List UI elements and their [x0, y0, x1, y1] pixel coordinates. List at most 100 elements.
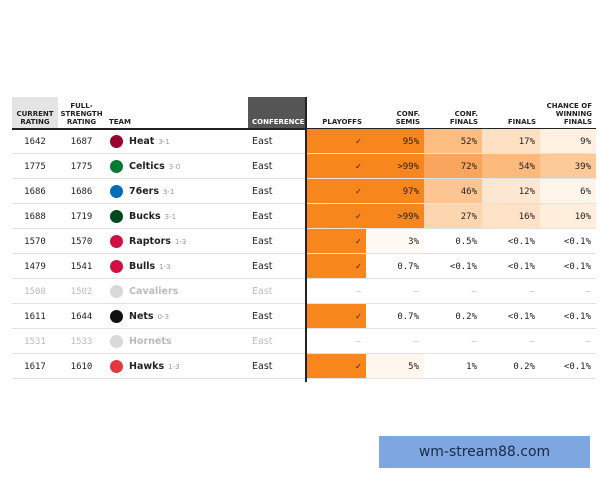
odds-cell: ✓: [306, 129, 366, 154]
odds-cell: 6%: [540, 179, 596, 204]
team-cell: 76ers 3-1: [129, 179, 248, 204]
team-record: 1-3: [159, 262, 171, 271]
full-rating: 1775: [70, 161, 93, 172]
team-name: Bucks: [129, 211, 161, 222]
odds-cell: <0.1%: [482, 254, 540, 279]
odds-cell: >99%: [366, 204, 424, 229]
header-text: FINALS: [563, 118, 592, 126]
odds-cell: 3%: [366, 229, 424, 254]
team-cell: Celtics 3-0: [129, 154, 248, 179]
team-logo: [110, 360, 123, 373]
team-cell: Hornets: [129, 329, 248, 354]
odds-cell: 72%: [424, 154, 482, 179]
team-logo: [110, 285, 123, 298]
row-rule: [12, 253, 596, 254]
team-record: 3-1: [164, 212, 177, 221]
conference: East: [252, 286, 273, 297]
header-cell: PLAYOFFS: [306, 97, 366, 129]
team-logo: [110, 185, 123, 198]
conference: East: [252, 261, 273, 272]
header-cell: FULL- STRENGTH RATING: [58, 97, 105, 129]
current-rating: 1686: [24, 186, 46, 197]
team-name: Nets: [129, 311, 154, 322]
odds-cell: 12%: [482, 179, 540, 204]
full-rating: 1644: [70, 311, 93, 322]
header-text: PLAYOFFS: [322, 118, 362, 126]
header-text: FINALS: [449, 118, 478, 126]
current-rating: 1617: [24, 361, 46, 372]
header-text: FINALS: [507, 118, 536, 126]
team-cell: Hawks 1-3: [129, 354, 248, 379]
team-logo: [110, 260, 123, 273]
odds-cell: <0.1%: [482, 229, 540, 254]
divider: [305, 97, 307, 382]
watermark: wm-stream88.com: [379, 436, 590, 468]
team-cell: Cavaliers: [129, 279, 248, 304]
team-cell: Nets 0-3: [129, 304, 248, 329]
odds-cell: 95%: [366, 129, 424, 154]
odds-cell: ✓: [306, 254, 366, 279]
odds-cell: ✓: [306, 179, 366, 204]
team-name: Hawks: [129, 361, 165, 372]
odds-cell: —: [306, 279, 366, 304]
current-rating: 1479: [24, 261, 46, 272]
odds-cell: 0.7%: [366, 254, 424, 279]
team-record: 3-0: [168, 162, 181, 171]
odds-cell: —: [424, 279, 482, 304]
header-text: CURRENT: [16, 110, 54, 118]
odds-cell: —: [366, 329, 424, 354]
team-logo: [110, 310, 123, 323]
odds-cell: —: [540, 329, 596, 354]
odds-cell: 39%: [540, 154, 596, 179]
conference: East: [252, 236, 273, 247]
header-cell: CURRENT RATING: [12, 97, 58, 129]
odds-cell: <0.1%: [482, 304, 540, 329]
odds-cell: 16%: [482, 204, 540, 229]
team-record: 3-1: [163, 187, 175, 196]
full-rating: 1610: [70, 361, 93, 372]
odds-cell: 46%: [424, 179, 482, 204]
header-cell: CONF. FINALS: [424, 97, 482, 129]
team-logo: [110, 135, 123, 148]
header-cell: CONF. SEMIS: [366, 97, 424, 129]
team-logo: [110, 235, 123, 248]
odds-cell: <0.1%: [540, 354, 596, 379]
header-text: TEAM: [109, 118, 131, 126]
full-rating: 1687: [70, 136, 93, 147]
odds-cell: 54%: [482, 154, 540, 179]
current-rating: 1611: [24, 311, 46, 322]
full-rating: 1570: [70, 236, 93, 247]
team-name: Celtics: [129, 161, 165, 172]
header-text: WINNING: [555, 110, 592, 118]
header-cell: CHANCE OF WINNING FINALS: [540, 97, 596, 129]
odds-cell: 0.7%: [366, 304, 424, 329]
odds-cell: <0.1%: [540, 229, 596, 254]
team-logo: [110, 160, 123, 173]
odds-cell: —: [540, 279, 596, 304]
full-rating: 1533: [70, 336, 93, 347]
odds-cell: >99%: [366, 154, 424, 179]
odds-cell: —: [482, 279, 540, 304]
odds-cell: 10%: [540, 204, 596, 229]
team-name: Bulls: [129, 261, 156, 272]
conference: East: [252, 311, 273, 322]
team-record: 0-3: [157, 312, 170, 321]
conference: East: [252, 361, 273, 372]
odds-cell: ✓: [306, 204, 366, 229]
conference: East: [252, 211, 273, 222]
full-rating: 1502: [70, 286, 93, 297]
header-rule: [12, 128, 596, 130]
header-text: CONFERENCE: [252, 118, 305, 126]
odds-cell: <0.1%: [540, 304, 596, 329]
odds-cell: ✓: [306, 354, 366, 379]
current-rating: 1688: [24, 211, 46, 222]
odds-cell: 0.5%: [424, 229, 482, 254]
team-name: Raptors: [129, 236, 171, 247]
team-cell: Heat 3-1: [129, 129, 248, 154]
header-text: RATING: [20, 118, 50, 126]
team-logo: [110, 210, 123, 223]
row-rule: [12, 328, 596, 329]
odds-cell: ✓: [306, 229, 366, 254]
row-rule: [12, 353, 596, 354]
team-record: 1-3: [168, 362, 180, 371]
